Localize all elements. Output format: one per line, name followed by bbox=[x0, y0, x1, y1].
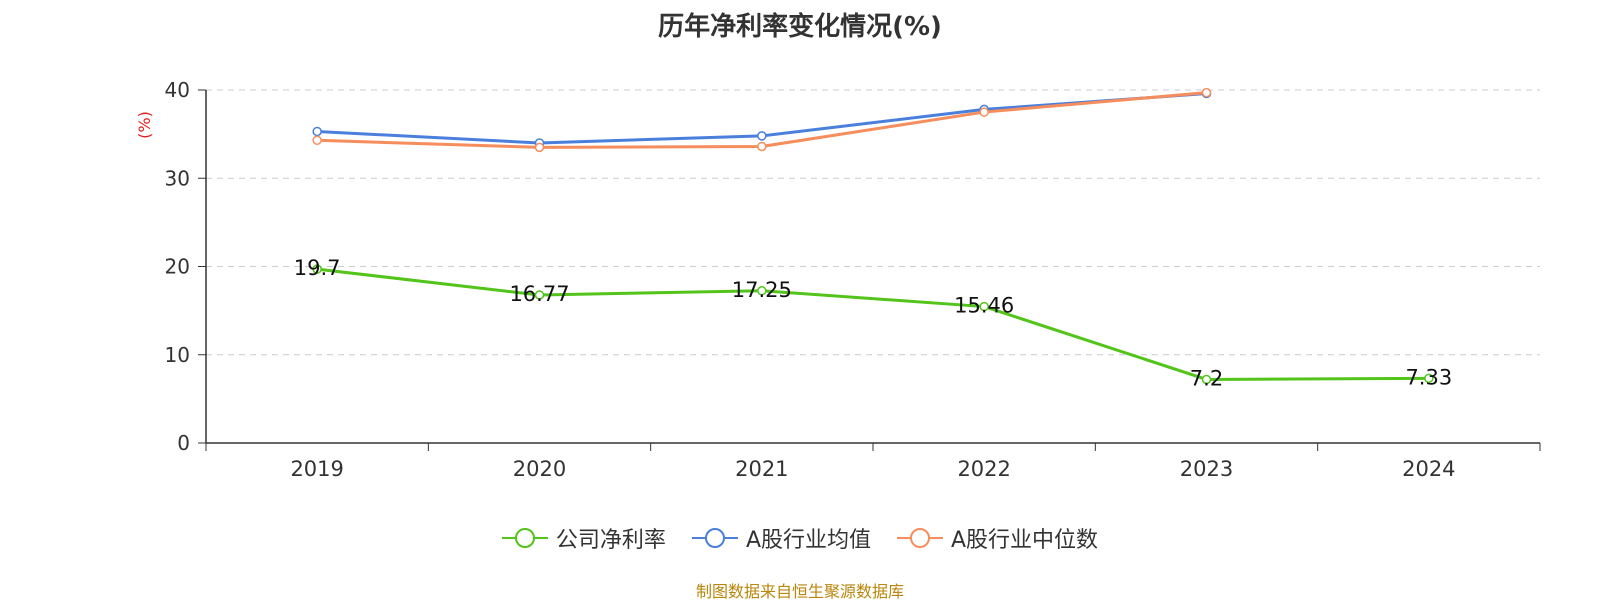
data-label: 16.77 bbox=[509, 282, 569, 306]
y-tick-label: 30 bbox=[165, 166, 190, 190]
legend-marker-icon bbox=[501, 528, 548, 548]
data-point bbox=[534, 290, 545, 300]
x-tick-label: 2020 bbox=[513, 457, 566, 481]
legend-item-industry-mean[interactable]: A股行业均值 bbox=[691, 522, 871, 554]
data-point bbox=[757, 131, 767, 141]
data-label: 7.33 bbox=[1405, 365, 1452, 389]
data-point bbox=[1201, 374, 1212, 385]
data-label: 15.46 bbox=[954, 294, 1014, 318]
x-tick-label: 2019 bbox=[290, 457, 343, 481]
data-point bbox=[979, 301, 989, 312]
x-tick-label: 2023 bbox=[1180, 457, 1233, 481]
x-tick-label: 2024 bbox=[1402, 457, 1455, 481]
legend-label: A股行业均值 bbox=[745, 528, 871, 553]
x-tick-label: 2021 bbox=[735, 457, 788, 481]
series-line bbox=[316, 267, 1429, 381]
chart-title: 历年净利率变化情况(%) bbox=[658, 12, 942, 42]
data-point bbox=[534, 142, 545, 153]
data-point bbox=[757, 286, 767, 296]
data-label: 17.25 bbox=[732, 278, 792, 302]
source-note: 制图数据来自恒生聚源数据库 bbox=[695, 582, 904, 601]
legend-item-industry-median[interactable]: A股行业中位数 bbox=[897, 522, 1098, 554]
data-point bbox=[312, 135, 322, 146]
y-axis-label: (%) bbox=[135, 111, 154, 139]
data-point bbox=[757, 141, 767, 152]
legend-label: A股行业中位数 bbox=[951, 528, 1099, 553]
x-tick-label: 2022 bbox=[957, 457, 1010, 481]
y-tick-label: 40 bbox=[165, 78, 190, 102]
y-tick-label: 10 bbox=[165, 343, 190, 367]
data-point bbox=[1424, 373, 1434, 384]
chart-legend: 公司净利率 A股行业均值 A股行业中位数 bbox=[0, 522, 1600, 554]
legend-item-company[interactable]: 公司净利率 bbox=[501, 522, 666, 554]
data-point bbox=[312, 264, 322, 274]
data-label: 19.7 bbox=[294, 256, 341, 280]
data-label: 7.2 bbox=[1190, 366, 1223, 390]
data-point bbox=[312, 126, 322, 137]
y-tick-label: 0 bbox=[177, 431, 190, 455]
data-point bbox=[979, 107, 989, 117]
data-point bbox=[1201, 87, 1212, 98]
legend-marker-icon bbox=[691, 528, 738, 548]
y-tick-label: 20 bbox=[165, 255, 190, 279]
legend-label: 公司净利率 bbox=[555, 528, 666, 553]
legend-marker-icon bbox=[897, 528, 943, 548]
